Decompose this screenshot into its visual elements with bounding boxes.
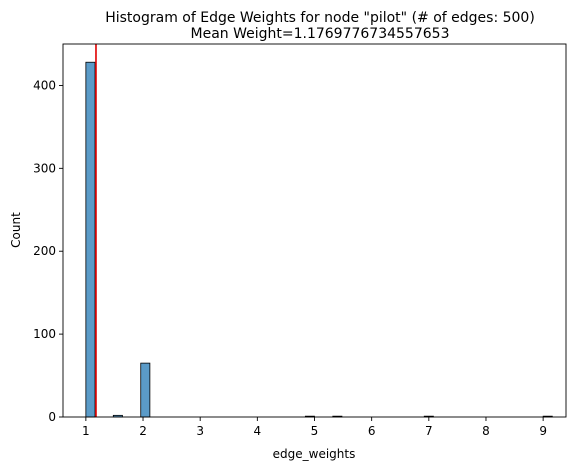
x-tick-label: 5 <box>311 424 319 438</box>
x-axis-ticks: 1 2 3 4 5 6 7 8 9 <box>82 417 547 438</box>
x-axis-label: edge_weights <box>273 447 356 461</box>
y-tick-label: 300 <box>33 161 56 175</box>
x-tick-label: 1 <box>82 424 90 438</box>
y-tick-label: 200 <box>33 244 56 258</box>
x-tick-label: 8 <box>482 424 490 438</box>
y-tick-label: 400 <box>33 78 56 92</box>
x-tick-label: 3 <box>196 424 204 438</box>
y-tick-label: 0 <box>48 410 56 424</box>
histogram-bar <box>140 362 151 418</box>
y-axis-ticks: 0 100 200 300 400 <box>33 78 63 424</box>
chart-title-line2: Mean Weight=1.1769776734557653 <box>191 26 450 42</box>
x-tick-label: 6 <box>368 424 376 438</box>
plot-frame <box>62 43 567 418</box>
y-axis-label: Count <box>9 212 23 248</box>
x-tick-label: 2 <box>139 424 147 438</box>
x-tick-label: 9 <box>539 424 547 438</box>
x-tick-label: 7 <box>425 424 433 438</box>
histogram-bar <box>85 61 96 418</box>
histogram-bars <box>85 61 553 418</box>
chart-title-line1: Histogram of Edge Weights for node "pilo… <box>105 10 535 26</box>
x-tick-label: 4 <box>254 424 262 438</box>
y-tick-label: 100 <box>33 327 56 341</box>
